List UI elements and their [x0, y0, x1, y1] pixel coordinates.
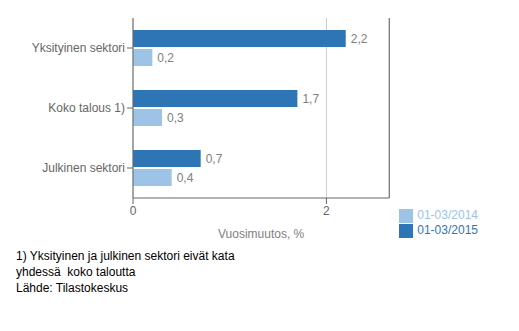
svg-text:0,4: 0,4 — [177, 171, 194, 185]
svg-text:Julkinen sektori: Julkinen sektori — [42, 161, 125, 175]
svg-text:2,2: 2,2 — [351, 32, 368, 46]
svg-text:Koko talous 1): Koko talous 1) — [48, 101, 125, 115]
svg-text:0,7: 0,7 — [206, 152, 223, 166]
html-text:01-03/2015: 01-03/2015 — [417, 223, 478, 238]
html-text:1) Yksityinen ja julkinen sekt: 1) Yksityinen ja julkinen sektori eivät … — [16, 249, 235, 263]
svg-text:0,3: 0,3 — [167, 111, 184, 125]
svg-text:0: 0 — [130, 204, 137, 218]
html-text:Lähde: Tilastokeskus: Lähde: Tilastokeskus — [16, 281, 129, 295]
html-text:01-03/2014: 01-03/2014 — [417, 208, 478, 223]
html-text:yhdessä koko taloutta: yhdessä koko taloutta — [16, 265, 136, 279]
svg-text:0,2: 0,2 — [157, 51, 174, 65]
svg-text:1,7: 1,7 — [302, 92, 319, 106]
svg-text:Vuosimuutos, %: Vuosimuutos, % — [218, 227, 305, 241]
svg-text:Yksityinen sektori: Yksityinen sektori — [32, 41, 125, 55]
svg-text:2: 2 — [323, 204, 330, 218]
